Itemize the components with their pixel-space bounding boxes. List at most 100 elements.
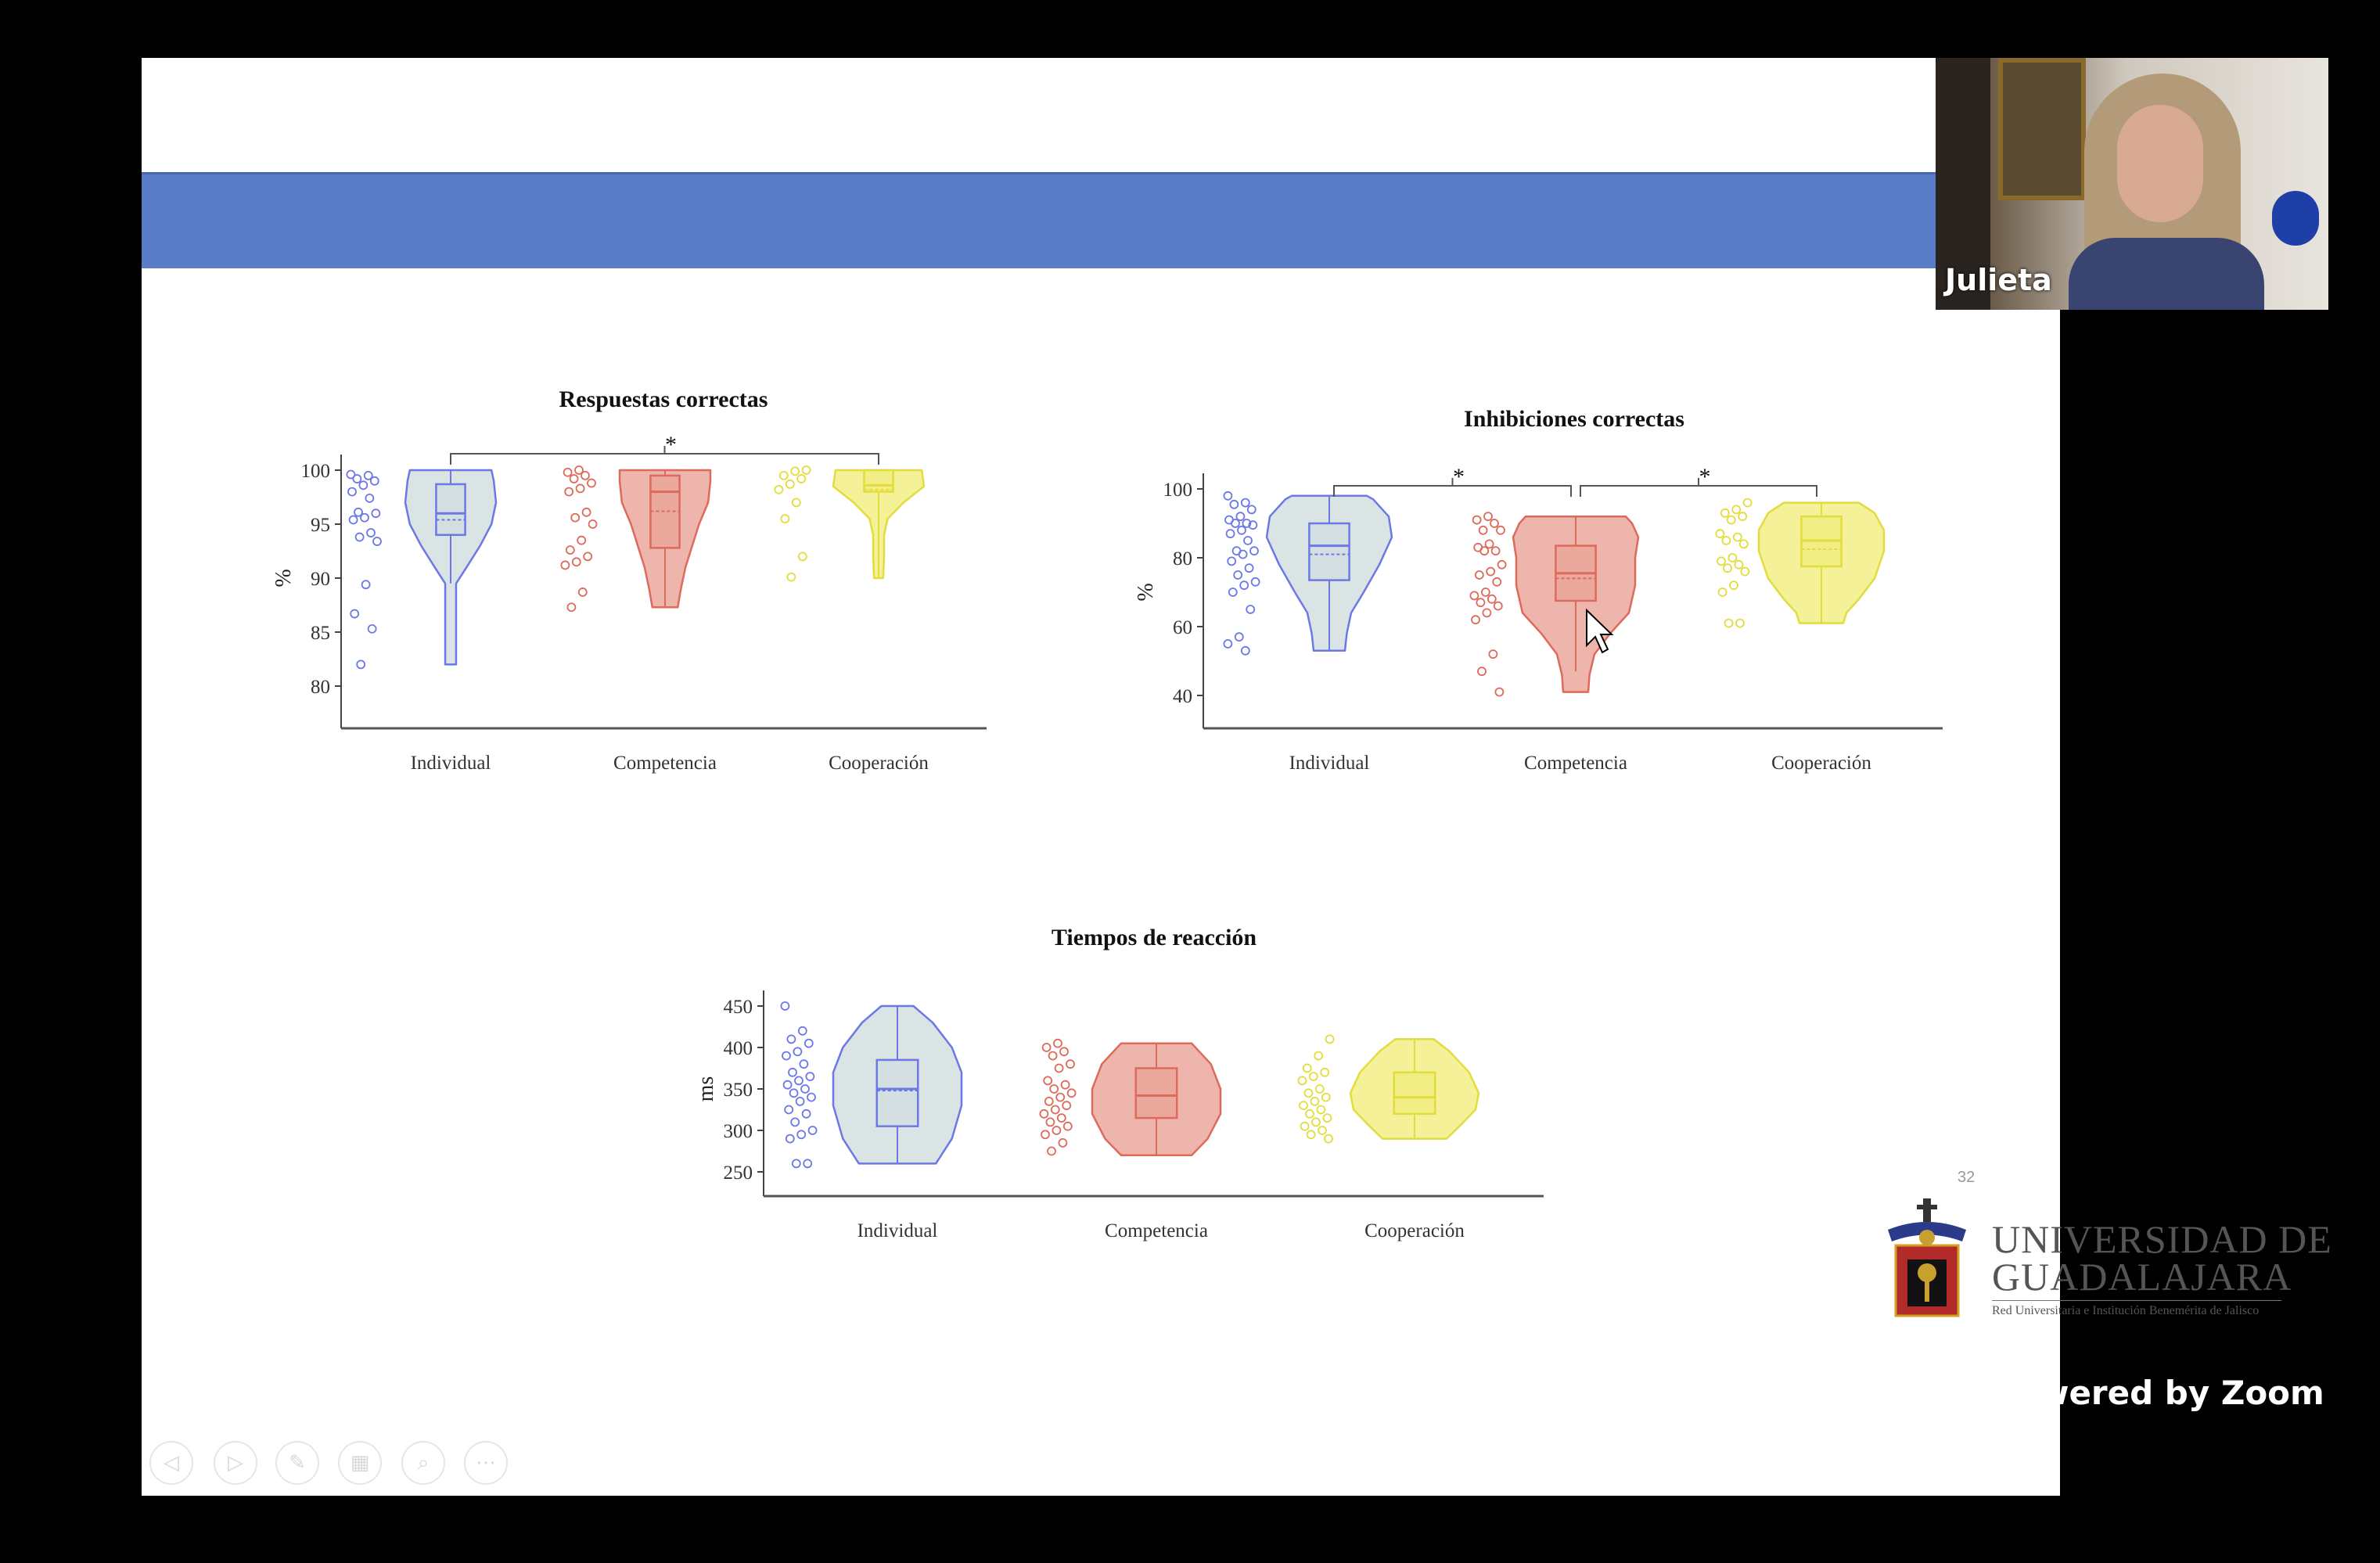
slides-grid-button[interactable]: ▦ — [338, 1441, 382, 1485]
zoom-in-button[interactable]: ⌕ — [401, 1441, 445, 1485]
y-tick-label: 80 — [311, 677, 330, 698]
x-tick-label: Cooperación — [1364, 1220, 1465, 1241]
data-point — [588, 519, 598, 529]
data-point — [581, 507, 591, 517]
data-point — [1723, 563, 1732, 573]
participant-name: Julieta — [1945, 263, 2052, 297]
data-point — [356, 659, 366, 670]
data-point — [786, 572, 796, 582]
data-point — [1726, 515, 1736, 525]
zoom-watermark: Powered by Zoom — [1992, 1374, 2324, 1412]
presentation-slide — [142, 58, 2060, 1496]
chart-title: Inhibiciones correctas — [1464, 406, 1684, 432]
y-tick-label: 400 — [724, 1038, 753, 1059]
data-point — [1483, 512, 1493, 522]
data-point — [365, 493, 375, 503]
data-point — [1474, 570, 1484, 580]
more-options-button[interactable]: ⋯ — [464, 1441, 508, 1485]
data-point — [1066, 1088, 1077, 1098]
data-point — [1734, 559, 1744, 570]
data-point — [358, 480, 369, 490]
y-tick-label: 350 — [724, 1080, 753, 1101]
slide-header-band — [142, 172, 1937, 268]
data-point — [1724, 618, 1734, 628]
x-tick-label: Individual — [1289, 753, 1370, 774]
data-point — [1300, 1121, 1310, 1131]
y-axis-label: % — [1134, 583, 1158, 601]
data-point — [1321, 1092, 1331, 1102]
data-point — [1233, 570, 1243, 580]
data-point — [793, 1047, 803, 1057]
data-point — [1062, 1101, 1072, 1111]
data-point — [791, 1159, 801, 1169]
university-logo-text: UNIVERSIDAD DE GUADALAJARA Red Universit… — [1992, 1220, 2332, 1318]
data-point — [801, 465, 811, 475]
data-point — [1479, 546, 1490, 556]
data-point — [1056, 1113, 1066, 1123]
data-point — [371, 508, 381, 519]
data-point — [1717, 587, 1727, 597]
data-point — [569, 474, 579, 483]
data-point — [1314, 1051, 1324, 1061]
x-tick-label: Competencia — [1105, 1220, 1208, 1241]
previous-slide-button[interactable]: ◁ — [149, 1441, 193, 1485]
university-crest-logo — [1888, 1198, 1966, 1317]
data-point — [348, 515, 358, 525]
data-point — [1469, 591, 1479, 601]
y-tick-label: 40 — [1173, 686, 1192, 707]
slide-page-number: 32 — [1958, 1169, 1976, 1186]
data-point — [1731, 505, 1742, 515]
data-point — [1235, 512, 1246, 522]
box — [863, 469, 894, 493]
data-point — [807, 1126, 818, 1135]
y-tick-label: 90 — [311, 569, 330, 590]
data-point — [1742, 498, 1753, 508]
data-point — [1484, 539, 1494, 549]
y-tick-label: 60 — [1173, 617, 1192, 638]
logo-tagline: Red Universitaria e Institución Beneméri… — [1992, 1300, 2281, 1318]
mouse-cursor-icon — [1586, 608, 1614, 654]
data-point — [1325, 1034, 1335, 1044]
data-point — [1041, 1043, 1052, 1052]
y-tick-label: 300 — [724, 1121, 753, 1142]
data-point — [1490, 519, 1499, 528]
data-point — [1048, 1051, 1058, 1061]
data-point — [795, 1097, 805, 1106]
data-point — [1324, 1134, 1333, 1144]
x-tick-label: Competencia — [1524, 753, 1627, 774]
data-point — [581, 471, 590, 480]
x-tick-label: Individual — [411, 753, 491, 774]
box — [875, 1058, 919, 1127]
data-point — [566, 602, 577, 613]
data-point — [1234, 632, 1244, 642]
data-point — [1047, 1146, 1056, 1156]
y-tick-label: 100 — [301, 461, 331, 482]
more-icon: ⋯ — [476, 1451, 496, 1475]
data-point — [1045, 1117, 1055, 1127]
video-person-face — [2117, 105, 2203, 222]
data-point — [1480, 587, 1490, 597]
data-point — [1249, 546, 1259, 556]
data-point — [774, 484, 784, 494]
data-point — [1717, 556, 1726, 566]
video-painting — [1998, 58, 2086, 200]
data-point — [1059, 1047, 1069, 1057]
data-point — [778, 471, 789, 480]
pen-button[interactable]: ✎ — [275, 1441, 319, 1485]
data-point — [1471, 615, 1480, 625]
data-point — [786, 1034, 796, 1044]
data-point — [1476, 598, 1486, 608]
box — [1308, 522, 1350, 581]
y-tick-label: 95 — [311, 515, 330, 536]
data-point — [1043, 1076, 1053, 1086]
data-point — [804, 1038, 814, 1048]
data-point — [570, 512, 581, 523]
next-slide-button[interactable]: ▷ — [214, 1441, 257, 1485]
participant-video-tile[interactable]: Julieta — [1936, 58, 2328, 310]
data-point — [565, 545, 575, 555]
x-tick-label: Cooperación — [829, 753, 929, 774]
y-tick-label: 85 — [311, 623, 330, 644]
